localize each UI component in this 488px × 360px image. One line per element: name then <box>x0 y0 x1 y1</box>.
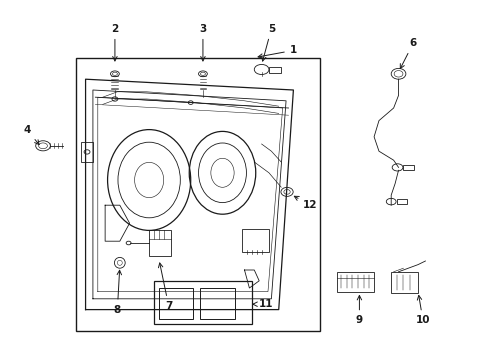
Text: 10: 10 <box>415 296 429 325</box>
Bar <box>149 230 171 256</box>
Bar <box>390 272 417 293</box>
Bar <box>154 281 251 324</box>
Text: 2: 2 <box>111 24 118 61</box>
Bar <box>403 165 413 170</box>
Text: 1: 1 <box>258 45 296 58</box>
Bar <box>396 199 406 204</box>
Text: 3: 3 <box>199 24 206 61</box>
Text: 8: 8 <box>114 270 122 315</box>
Bar <box>81 142 93 162</box>
Text: 7: 7 <box>158 263 172 311</box>
Bar <box>337 272 373 292</box>
Text: 11: 11 <box>252 299 273 309</box>
Text: 4: 4 <box>23 125 39 145</box>
Bar <box>242 229 268 252</box>
Bar <box>200 288 234 319</box>
Text: 9: 9 <box>355 296 362 325</box>
Bar <box>76 58 320 331</box>
Bar <box>159 288 193 319</box>
Text: 5: 5 <box>261 24 274 61</box>
Text: 6: 6 <box>400 38 416 68</box>
Bar <box>268 67 281 73</box>
Text: 12: 12 <box>294 196 317 210</box>
